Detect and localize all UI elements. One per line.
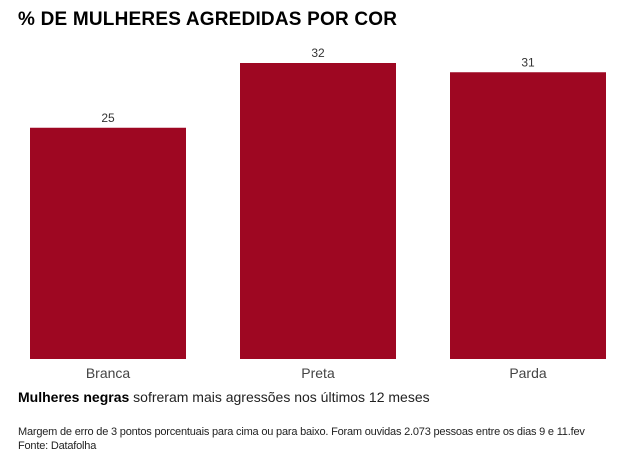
chart-note: Margem de erro de 3 pontos porcentuais p… (18, 425, 585, 453)
category-label: Parda (509, 365, 547, 381)
data-label: 32 (311, 46, 325, 60)
data-label: 31 (521, 55, 535, 69)
subtitle-bold: Mulheres negras (18, 389, 130, 405)
source-note: Fonte: Datafolha (18, 440, 97, 452)
bar-chart: 25 Branca 32 Preta 31 Parda (30, 46, 606, 381)
margin-note: Margem de erro de 3 pontos porcentuais p… (18, 426, 585, 438)
category-label: Branca (86, 365, 131, 381)
bar-preta (240, 63, 396, 359)
bar-branca (30, 127, 186, 359)
chart-title: % DE MULHERES AGREDIDAS POR COR (18, 9, 398, 30)
bar-parda (450, 72, 606, 359)
chart-subtitle: Mulheres negras sofreram mais agressões … (18, 389, 430, 405)
category-label: Preta (301, 365, 335, 381)
data-label: 25 (101, 111, 115, 125)
subtitle-rest: sofreram mais agressões nos últimos 12 m… (129, 389, 430, 405)
